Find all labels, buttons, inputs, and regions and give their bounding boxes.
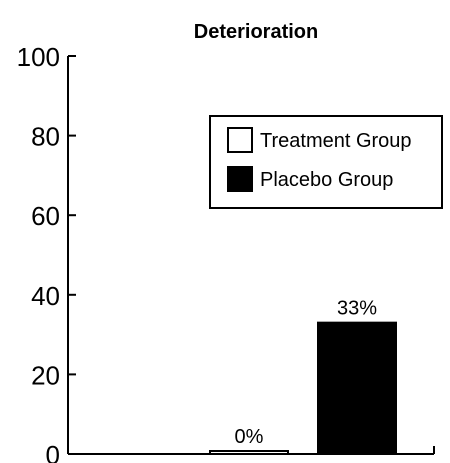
- bar-data-label: 33%: [337, 298, 377, 320]
- legend-swatch: [227, 127, 253, 153]
- chart-legend: Treatment Group Placebo Group: [209, 115, 443, 209]
- y-tick-label: 60: [31, 201, 60, 231]
- legend-label: Treatment Group: [260, 130, 412, 152]
- chart-axes: 0 20 40 60 80 100: [17, 42, 435, 463]
- y-tick-label: 100: [17, 42, 60, 72]
- bar-placebo-group: [317, 321, 397, 455]
- legend-swatch: [227, 166, 253, 192]
- y-tick-label: 20: [31, 360, 60, 390]
- y-tick-label: 0: [46, 440, 60, 463]
- legend-label: Placebo Group: [260, 169, 393, 191]
- bar-data-label: 0%: [235, 426, 264, 448]
- chart-bars: 0% 33%: [209, 298, 397, 455]
- bar-treatment-group: [209, 450, 289, 455]
- chart-title: Deterioration: [194, 21, 318, 43]
- y-tick-label: 40: [31, 281, 60, 311]
- y-tick-label: 80: [31, 122, 60, 152]
